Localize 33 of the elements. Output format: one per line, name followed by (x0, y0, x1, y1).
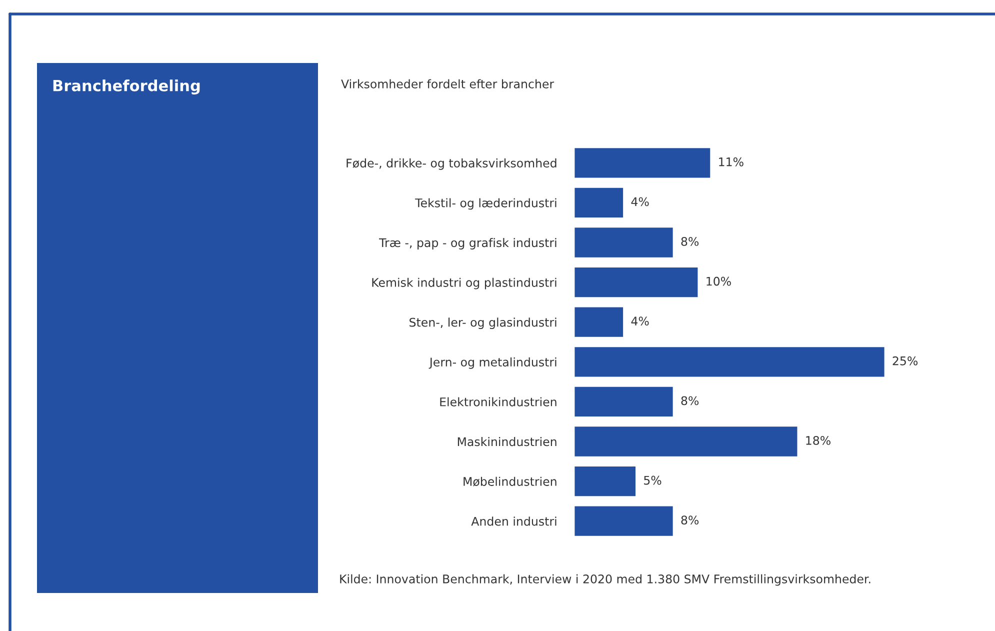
y-tick-label: Træ -, pap - og grafisk industri (379, 238, 556, 250)
text: Kilde: Innovation Benchmark, Interview i 2020 med 1.380 SMV Fremstillingsvirksomheder. (340, 574, 870, 586)
data-label: 18% (806, 436, 830, 445)
data-label: 10% (706, 276, 731, 286)
bar (574, 306, 624, 338)
bar (574, 146, 712, 180)
data-label: 8% (681, 236, 699, 246)
y-tick-label: Kemisk industri og plastindustri (372, 278, 556, 290)
data-label: 4% (631, 316, 649, 326)
bar (574, 186, 624, 219)
bar (574, 465, 637, 498)
y-tick-label: Møbelindustrien (464, 476, 556, 486)
y-tick-label: Elektronikindustrien (440, 397, 556, 406)
data-label: 5% (644, 476, 662, 485)
bar (574, 346, 885, 378)
bar (574, 226, 674, 259)
data-label: 25% (892, 356, 918, 366)
y-tick-label: Anden industri (471, 516, 556, 526)
bar (574, 425, 799, 458)
y-tick-label: Maskinindustrien (458, 437, 556, 446)
data-label: 4% (631, 197, 649, 206)
text: Branchefordeling (53, 80, 200, 94)
data-label: 8% (681, 516, 699, 525)
bar (574, 385, 674, 418)
bar (574, 504, 674, 538)
y-tick-label: Tekstil- og læderindustri (415, 198, 556, 210)
y-tick-label: Føde-, drikke- og tobaksvirksomhed (346, 158, 556, 170)
text: Virksomheder fordelt efter brancher (341, 79, 554, 88)
y-tick-label: Jern- og metalindustri (428, 357, 556, 369)
data-label: 11% (719, 157, 744, 166)
bar (574, 266, 700, 299)
data-label: 8% (681, 396, 699, 406)
y-tick-label: Sten-, ler- og glasindustri (410, 318, 556, 330)
